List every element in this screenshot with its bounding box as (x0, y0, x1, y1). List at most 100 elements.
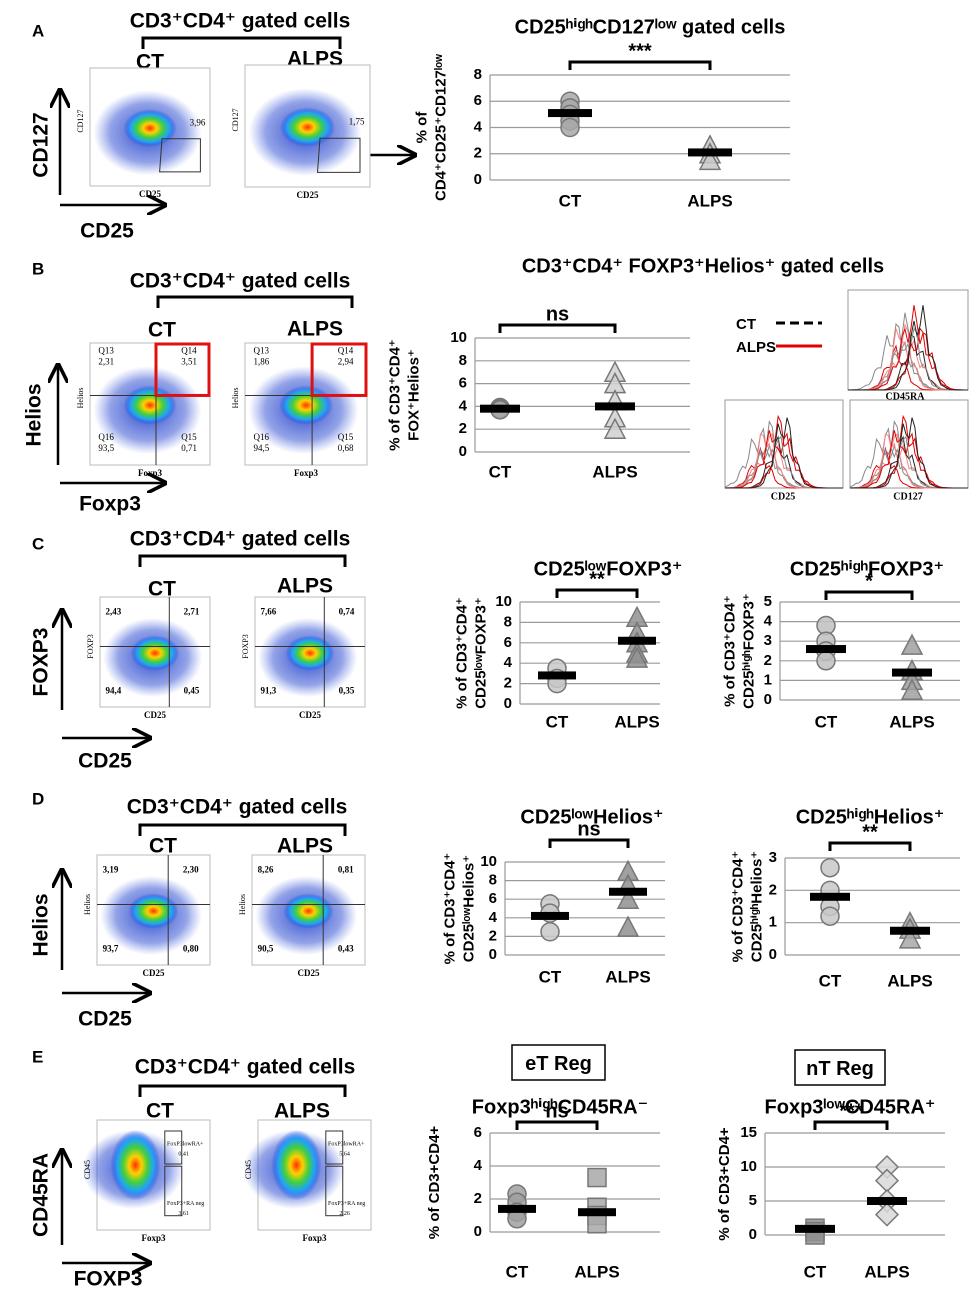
x-axis-label: Foxp3 (79, 493, 141, 516)
significance-bracket (568, 60, 712, 70)
group-label: ALPS (287, 318, 343, 341)
significance-bracket (555, 588, 639, 598)
cell-density (110, 1129, 161, 1201)
cell-density (279, 385, 333, 425)
significance-label: ** (589, 568, 605, 590)
histogram-curve (848, 305, 968, 391)
gate (159, 138, 201, 173)
box-label: eT Reg (525, 1053, 592, 1075)
y-tick-label: 0 (474, 171, 482, 188)
chart-title: CD25ˡᵒʷFOXP3⁺ (534, 558, 683, 580)
y-tick-label: 0 (504, 695, 512, 712)
x-tick-label: CT (815, 712, 838, 731)
gate-bracket (138, 1084, 347, 1097)
y-axis-label: % of CD3+CD4+ (426, 1126, 443, 1240)
gate-title: CD3⁺CD4⁺ gated cells (130, 528, 351, 551)
y-tick-label: 4 (474, 118, 483, 135)
gate-value: 93,7 (103, 944, 119, 954)
panel-letter: B (32, 259, 44, 278)
data-point (698, 148, 722, 171)
y-axis-label: % of CD3⁺CD4⁺ (386, 339, 403, 451)
y-axis-label: % of CD3⁺CD4⁺ (453, 597, 470, 709)
gate (164, 1165, 183, 1217)
y-tick-label: 6 (489, 890, 497, 907)
data-point (603, 417, 627, 439)
mean-bar (538, 671, 576, 680)
y-tick-label: 8 (489, 872, 497, 889)
x-tick-label: ALPS (605, 967, 650, 986)
cell-density (271, 1129, 322, 1201)
cell-density (130, 635, 180, 671)
box-frame (511, 1044, 606, 1081)
y-axis-label: % of CD3⁺CD4⁺ (729, 851, 746, 963)
data-point (874, 1168, 900, 1193)
y-axis-label: % of CD3+CD4+ (716, 1127, 733, 1241)
mean-bar (578, 1208, 616, 1217)
gate-value: 3,51 (181, 357, 197, 367)
y-tick-label: 2 (504, 675, 512, 692)
x-tick-label: ALPS (887, 971, 932, 990)
mean-bar (890, 926, 930, 935)
gate-value: 91,3 (261, 686, 277, 696)
gate-value: 0,43 (338, 944, 354, 954)
group-label: CT (148, 319, 176, 342)
y-tick-label: 8 (474, 66, 482, 83)
histogram-label: CD45RA (886, 391, 926, 402)
y-tick-label: 2 (474, 1190, 482, 1207)
y-tick-label: 4 (474, 1157, 483, 1174)
gate-value: Q13 (98, 346, 114, 356)
y-axis-label: CD25ˡᵒʷHelios⁺ (460, 855, 477, 962)
y-tick-label: 0 (489, 946, 497, 963)
y-axis-label: FOX⁺Helios⁺ (405, 349, 422, 441)
gate-value: 0,80 (183, 944, 199, 954)
data-point (898, 927, 922, 949)
significance-label: *** (628, 40, 652, 62)
mean-bar (595, 402, 635, 411)
plot-x-label: CD25 (297, 190, 319, 200)
gate-bracket (138, 823, 347, 836)
plot-x-label: CD25 (299, 710, 321, 720)
gate-box (154, 342, 211, 397)
plot-x-label: CD25 (139, 189, 161, 199)
data-point (900, 678, 924, 700)
plot-y-label: Helios (231, 387, 240, 408)
y-axis-label: Helios (23, 383, 46, 446)
gate-value: Q15 (338, 432, 354, 442)
histogram-label: CD127 (893, 491, 922, 502)
gate-value: 7,66 (261, 606, 277, 616)
chart-title: CD25ʰⁱᵍʰHelios⁺ (796, 806, 945, 828)
y-tick-label: 2 (769, 881, 777, 898)
significance-bracket (548, 838, 630, 848)
y-tick-label: 0 (474, 1223, 482, 1240)
data-point (587, 1214, 607, 1234)
histogram-curve (725, 417, 843, 489)
y-tick-label: 0 (749, 1226, 757, 1243)
y-axis-label: CD4⁺CD25⁺CD127ˡᵒʷ (432, 54, 449, 201)
gate-value: 2,94 (338, 357, 354, 367)
box-label: nT Reg (806, 1058, 874, 1080)
y-tick-label: 4 (459, 397, 468, 414)
x-tick-label: ALPS (864, 1262, 909, 1281)
y-axis-label: CD25ʰⁱᵍʰHelios⁺ (748, 851, 765, 962)
group-label: CT (146, 1100, 174, 1123)
gate-value: FoxP3+RA neg (167, 1201, 204, 1207)
y-tick-label: 10 (480, 853, 497, 870)
y-axis-label: % of CD3⁺CD4⁺ (441, 853, 458, 965)
plot-y-label: CD127 (76, 110, 85, 133)
data-point (625, 646, 649, 668)
x-tick-label: CT (489, 462, 512, 481)
gate-value: 2,26 (339, 1211, 350, 1217)
mean-bar (609, 887, 647, 896)
gate-bracket (156, 295, 354, 308)
gate-value: 93,5 (98, 443, 114, 453)
gate-value: 2,71 (184, 606, 200, 616)
y-tick-label: 3 (769, 849, 777, 866)
y-tick-label: 3 (764, 632, 772, 649)
data-point (874, 1202, 900, 1227)
y-tick-label: 2 (474, 145, 482, 162)
gate-value: 5,64 (339, 1151, 350, 1157)
significance-bracket (813, 1120, 889, 1130)
mean-bar (498, 1204, 536, 1213)
x-tick-label: ALPS (614, 712, 659, 731)
